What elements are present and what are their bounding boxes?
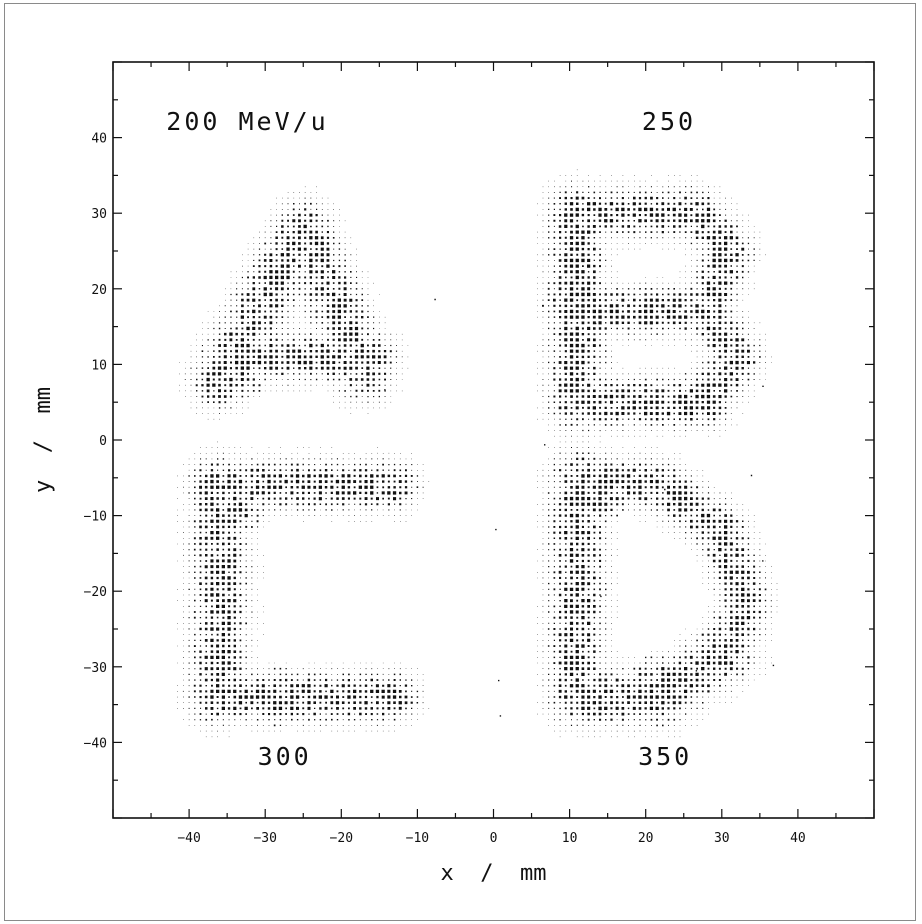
x-tick-label: 40 [790,831,806,846]
axis-ticks [112,61,875,819]
y-tick-label: −30 [84,661,107,676]
y-tick-label: 30 [91,207,107,222]
plot-area-border [112,61,875,819]
y-tick-label: 20 [91,283,107,298]
energy-annotation: 200 MeV/u [166,107,328,136]
energy-annotation: 300 [258,742,312,771]
y-axis-label: y / mm [31,387,56,493]
y-tick-labels: 40 30 20 10 0 −10 −20 −30 −40 [84,132,107,752]
y-tick-label: −40 [84,736,107,751]
x-tick-label: 20 [638,831,654,846]
energy-annotations: 200 MeV/u 250 300 350 [166,107,696,771]
y-tick-label: 0 [99,434,107,449]
energy-annotation: 250 [642,107,696,136]
energy-annotation: 350 [638,742,692,771]
x-axis-label: x / mm [441,861,547,886]
x-tick-label: −30 [253,831,276,846]
dose-dot-matrix [177,169,778,738]
x-tick-label: −40 [177,831,200,846]
figure-frame [4,3,916,921]
y-tick-label: 10 [91,358,107,373]
dose-dots [177,169,778,738]
x-tick-label: −20 [330,831,353,846]
x-tick-label: 10 [562,831,578,846]
y-tick-label: −10 [84,510,107,525]
x-tick-labels: −40 −30 −20 −10 0 10 20 30 40 [177,831,805,846]
x-tick-label: 0 [490,831,498,846]
y-tick-label: 40 [91,132,107,147]
x-tick-label: 30 [714,831,730,846]
x-tick-label: −10 [406,831,429,846]
y-tick-label: −20 [84,585,107,600]
